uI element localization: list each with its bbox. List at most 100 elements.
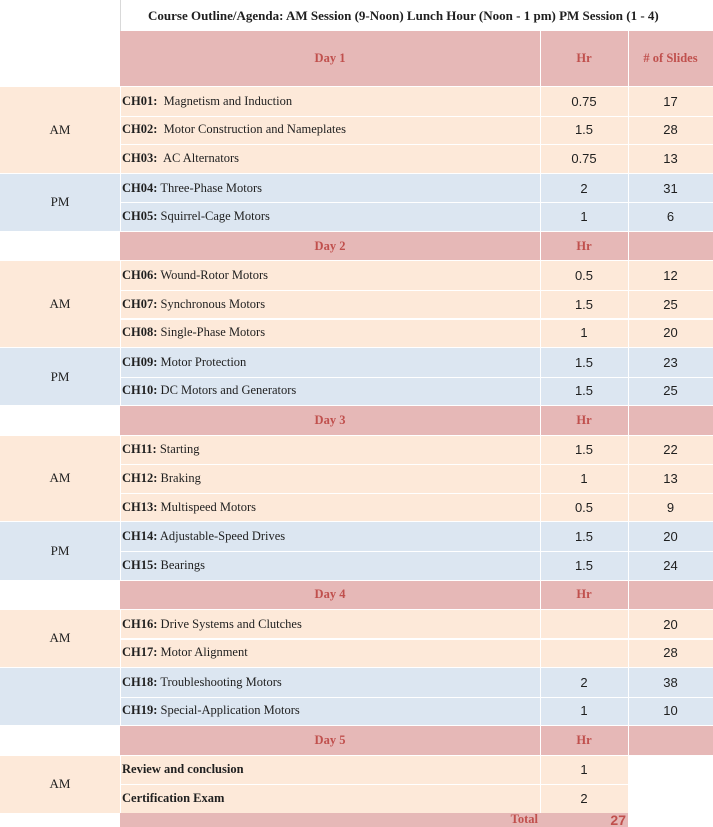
chapter-row: CH08: Single-Phase Motors: [120, 318, 540, 348]
session-label: AM: [0, 755, 120, 813]
chapter-title: Adjustable-Speed Drives: [157, 529, 286, 544]
hours-value: 1.5: [540, 289, 628, 319]
slides-header: [628, 580, 713, 609]
chapter-code: CH06:: [122, 268, 158, 283]
grid-line: [628, 580, 629, 609]
slides-header: # of Slides: [628, 31, 713, 86]
hours-value: 1.5: [540, 376, 628, 406]
hours-value: 0.75: [540, 144, 628, 173]
chapter-row: CH01: Magnetism and Induction: [120, 87, 540, 116]
chapter-title: Special-Application Motors: [157, 703, 300, 718]
chapter-code: CH14:: [122, 529, 158, 544]
chapter-row: CH19: Special-Application Motors: [120, 696, 540, 726]
chapter-row: CH14: Adjustable-Speed Drives: [120, 522, 540, 551]
chapter-title: AC Alternators: [157, 150, 240, 165]
chapter-row: CH06: Wound-Rotor Motors: [120, 261, 540, 290]
grid-line: [628, 609, 629, 668]
hours-value: 1: [540, 696, 628, 726]
grid-line: [540, 522, 541, 580]
hours-value: [540, 638, 628, 668]
grid-line: [628, 232, 629, 261]
grid-line: [120, 435, 121, 522]
hours-value: 1.5: [540, 435, 628, 465]
grid-line: [120, 202, 713, 204]
session-label: PM: [0, 522, 120, 580]
slides-value: 12: [628, 261, 713, 290]
slides-value: 25: [628, 289, 713, 319]
grid-line: [540, 406, 541, 435]
hours-value: 1: [540, 755, 628, 785]
chapter-code: CH07:: [122, 296, 158, 311]
chapter-row: CH17: Motor Alignment: [120, 638, 540, 668]
chapter-row: CH11: Starting: [120, 435, 540, 465]
chapter-code: CH04:: [122, 180, 158, 195]
slides-value: 25: [628, 376, 713, 406]
hours-value: 2: [540, 173, 628, 203]
total-label: Total: [510, 812, 538, 827]
hr-header: Hr: [540, 406, 628, 435]
grid-line: [120, 522, 121, 580]
chapter-title: Three-Phase Motors: [157, 180, 263, 195]
slides-value: 13: [628, 144, 713, 173]
hours-value: 0.5: [540, 492, 628, 522]
slides-value: 10: [628, 696, 713, 726]
chapter-code: CH09:: [122, 354, 158, 369]
chapter-title: Motor Construction and Nameplates: [157, 122, 346, 137]
chapter-code: CH16:: [122, 616, 158, 631]
hours-value: 1: [540, 318, 628, 348]
grid-line: [540, 261, 541, 348]
grid-line: [120, 348, 121, 406]
hours-value: 1.5: [540, 348, 628, 377]
chapter-row: Certification Exam: [120, 784, 540, 813]
grid-line: [540, 726, 541, 755]
chapter-code: CH11:: [122, 442, 157, 457]
chapter-code: CH03:: [122, 150, 158, 165]
day-header: Day 1: [120, 31, 540, 86]
chapter-row: CH15: Bearings: [120, 551, 540, 580]
day-header: Day 4: [120, 580, 540, 609]
chapter-title: Synchronous Motors: [157, 296, 266, 311]
grid-line: [628, 87, 629, 173]
grid-line: [120, 668, 121, 726]
hours-value: 0.5: [540, 261, 628, 290]
hr-header: Hr: [540, 580, 628, 609]
grid-line: [628, 173, 629, 231]
chapter-title: Starting: [156, 442, 200, 457]
grid-line: [628, 31, 629, 86]
grid-line: [120, 318, 713, 320]
chapter-title: Drive Systems and Clutches: [157, 616, 302, 631]
grid-line: [120, 609, 121, 668]
session-label: PM: [0, 173, 120, 231]
grid-line: [120, 289, 713, 291]
hours-value: 1.5: [540, 115, 628, 145]
grid-line: [120, 144, 713, 146]
slides-value: 20: [628, 522, 713, 551]
grid-line: [120, 492, 713, 494]
chapter-title: Single-Phase Motors: [157, 325, 266, 340]
chapter-code: CH19:: [122, 703, 158, 718]
grid-line: [120, 464, 713, 466]
chapter-title: Wound-Rotor Motors: [157, 268, 268, 283]
grid-line: [540, 173, 541, 231]
slides-header: [628, 406, 713, 435]
day-header: Day 2: [120, 232, 540, 261]
grid-line: [120, 261, 121, 348]
grid-line: [540, 755, 541, 813]
chapter-code: CH08:: [122, 325, 158, 340]
chapter-code: CH10:: [122, 383, 158, 398]
grid-line: [540, 668, 541, 726]
slides-value: 6: [628, 202, 713, 231]
slides-value: 20: [628, 609, 713, 639]
total-row: [120, 812, 628, 827]
chapter-code: Certification Exam: [122, 790, 225, 805]
chapter-title: Troubleshooting Motors: [157, 674, 282, 689]
chapter-row: CH03: AC Alternators: [120, 144, 540, 173]
grid-line: [628, 348, 629, 406]
day-header: Day 5: [120, 726, 540, 755]
chapter-code: CH01:: [122, 93, 158, 108]
grid-line: [628, 726, 629, 755]
grid-line: [540, 348, 541, 406]
session-label: AM: [0, 261, 120, 348]
chapter-title: Magnetism and Induction: [157, 93, 293, 108]
